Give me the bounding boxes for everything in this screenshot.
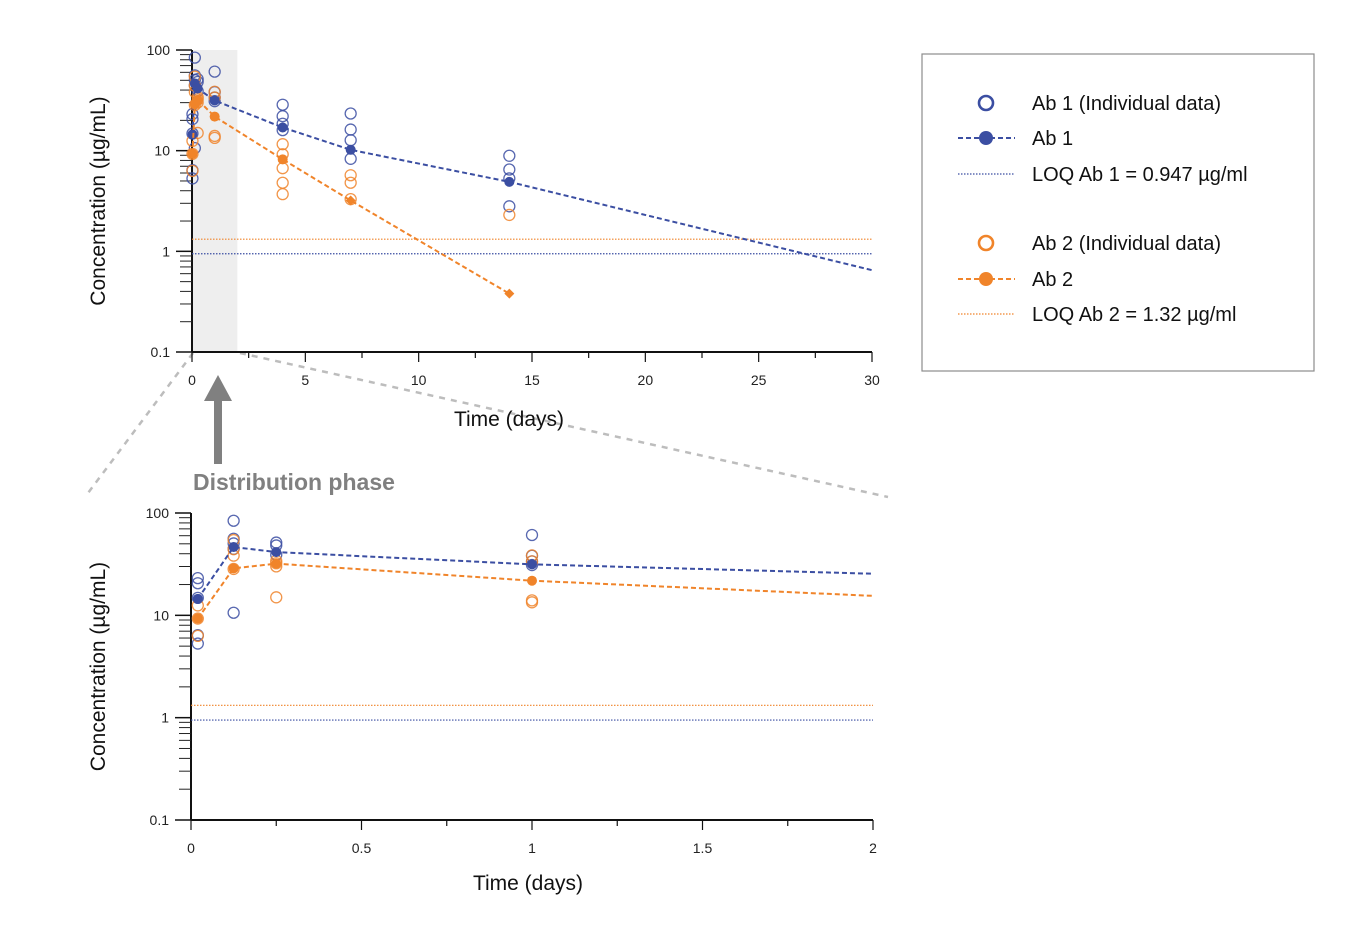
zoom-guide-left: [84, 352, 194, 498]
ab2_loq-legend-label: LOQ Ab 2 = 1.32 µg/ml: [1032, 304, 1236, 326]
ab1-mean-line: [192, 79, 872, 272]
chart-bottom: 100 10 1 0.1 0 0.5 1 1.5 2 Time (days) Concentrati…: [87, 505, 877, 895]
ab2-mean-point: [228, 563, 239, 574]
ab2-individual-point: [525, 594, 539, 607]
ab2-mean-point: [192, 94, 203, 105]
ab1-individual-point: [191, 637, 204, 650]
ab2-individual-point: [276, 138, 289, 151]
ab2_mean-legend-marker: [979, 272, 993, 286]
ab1-individual-point: [208, 65, 221, 78]
x-tick-label: 10: [411, 372, 427, 388]
x-axis-title: Time (days): [454, 408, 564, 431]
ab2-mean-point: [345, 195, 356, 206]
ab1-mean-point: [504, 176, 515, 187]
ab1-individual-point: [227, 606, 240, 619]
ab2-mean-point: [209, 111, 220, 122]
ab1-individual-point: [191, 571, 204, 585]
ab1-individual-point: [503, 149, 516, 162]
ab2_mean-legend-label: Ab 2: [1032, 269, 1073, 291]
y-tick-label: 10: [154, 143, 170, 159]
ab2-mean-point: [192, 613, 203, 624]
x-tick-label: 20: [638, 372, 654, 388]
x-tick-label: 0: [188, 372, 196, 388]
y-tick-label: 1: [162, 243, 170, 259]
ab1-individual-point: [270, 536, 283, 549]
ab1-individual-point: [276, 98, 289, 111]
legend: Ab 1 (Individual data) Ab 1 LOQ Ab 1 = 0.9…: [921, 53, 1315, 372]
ab1-individual-point: [525, 528, 539, 542]
ab1-mean-point: [527, 559, 537, 570]
ab2-individual-point: [276, 176, 289, 189]
ab1-mean-point: [228, 542, 239, 553]
ab2-mean-point: [187, 148, 198, 159]
ab1-individual-point: [503, 200, 516, 213]
x-tick-label: 25: [751, 372, 767, 388]
ab1-individual-point: [344, 107, 357, 120]
ab2-individual-point: [208, 129, 221, 143]
ab1-mean-point: [209, 95, 220, 106]
ab2-individual-point: [344, 176, 357, 189]
ab2-individual-point: [270, 591, 283, 604]
chart-top: 100 10 1 0.1 0 5 10 15 20 25 30 Time (days) Concentr…: [87, 42, 880, 431]
x-tick-label: 5: [301, 372, 309, 388]
ab2-individual-point: [186, 164, 199, 178]
y-axis-title: Concentration (µg/mL): [87, 96, 110, 305]
ab2-individual-point: [503, 208, 516, 222]
ab1-individual-point: [344, 134, 357, 147]
x-tick-label: 15: [524, 372, 540, 388]
ab2-mean-point: [527, 575, 537, 586]
y-tick-label: 1: [161, 710, 169, 726]
ab1-individual-point: [344, 152, 357, 165]
x-tick-label: 1.5: [693, 840, 713, 856]
y-axis-title: Concentration (µg/mL): [87, 562, 110, 771]
distribution-phase-label: Distribution phase: [193, 469, 395, 495]
ab1-mean-point: [192, 83, 203, 94]
x-tick-label: 0.5: [352, 840, 372, 856]
ab2-individual-point: [191, 612, 204, 625]
ab2-mean-point: [504, 288, 515, 299]
ab1-individual-point: [191, 577, 204, 590]
ab1-individual-point: [344, 123, 357, 136]
ab2-mean-point: [271, 558, 282, 569]
ab2-individual-point: [276, 187, 289, 201]
ab1-individual-point: [503, 163, 516, 176]
ab2-individual-point: [186, 147, 199, 160]
ab1-mean-point: [192, 593, 203, 604]
ab1-mean-point: [271, 547, 282, 558]
y-tick-label: 10: [153, 607, 169, 623]
ab1-mean-point: [277, 122, 288, 133]
x-tick-label: 30: [864, 372, 880, 388]
ab1-individual-point: [276, 110, 289, 123]
ab2-individual-point: [344, 169, 357, 182]
zoom-guide-right: [239, 351, 889, 499]
ab1-individual-point: [188, 51, 201, 64]
ab1_mean-legend-marker: [979, 131, 993, 145]
ab2-mean-point: [277, 154, 288, 165]
y-tick-label: 100: [147, 42, 171, 58]
y-tick-label: 100: [146, 505, 170, 521]
ab2-individual-point: [191, 629, 204, 643]
ab2_ind-legend-label: Ab 2 (Individual data): [1032, 233, 1221, 255]
y-tick-label: 0.1: [150, 812, 170, 828]
x-tick-label: 2: [869, 840, 877, 856]
ab1-mean-point: [345, 144, 356, 155]
x-tick-label: 0: [187, 840, 195, 856]
ab1-individual-point: [227, 514, 240, 527]
y-tick-label: 0.1: [151, 344, 171, 360]
ab2_ind-legend-marker: [977, 234, 995, 252]
ab1_loq-legend-label: LOQ Ab 1 = 0.947 µg/ml: [1032, 164, 1248, 186]
ab1_mean-legend-label: Ab 1: [1032, 128, 1073, 150]
ab1-individual-point: [186, 172, 199, 185]
x-tick-label: 1: [528, 840, 536, 856]
ab1_ind-legend-label: Ab 1 (Individual data): [1032, 93, 1221, 115]
ab1_ind-legend-marker: [977, 94, 995, 112]
x-axis-title: Time (days): [473, 872, 583, 895]
legend-box: [921, 53, 1315, 372]
distribution-phase-arrow: [204, 375, 232, 464]
